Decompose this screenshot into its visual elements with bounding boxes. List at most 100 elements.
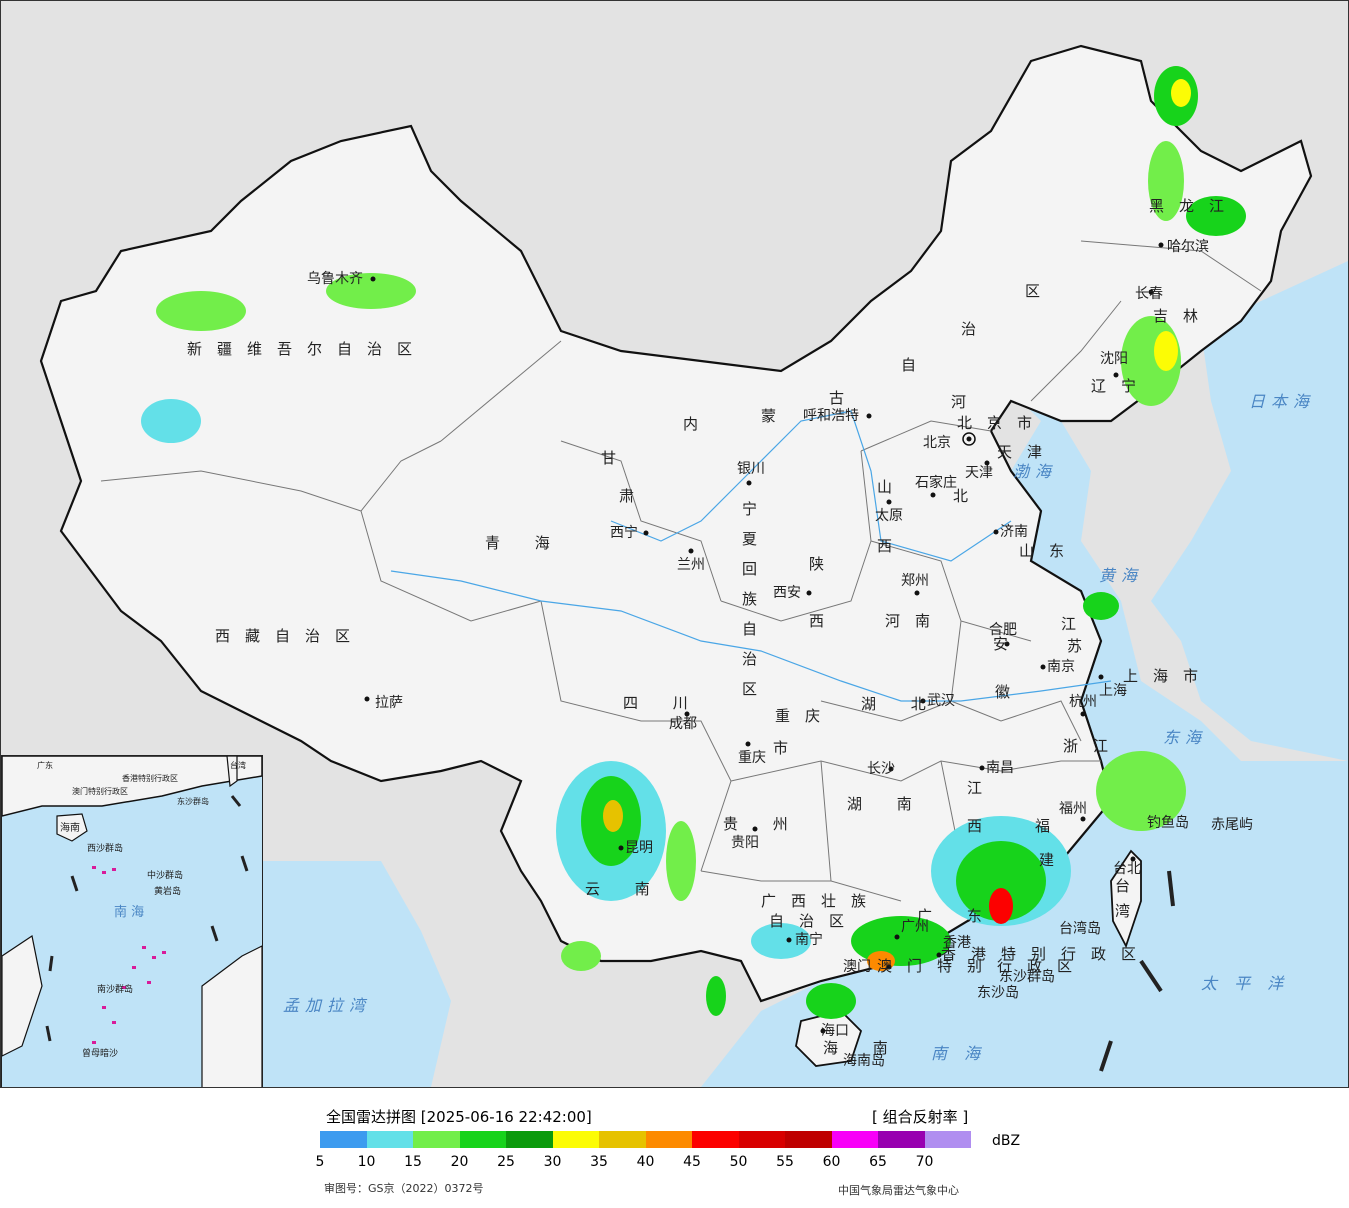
city-label-kunming: 昆明 — [625, 840, 653, 856]
legend-panel: 全国雷达拼图 [2025-06-16 22:42:00] [ 组合反射率 ] d… — [0, 1088, 1349, 1208]
province-label-anhui: 安 — [993, 635, 1023, 653]
city-dot-xian — [806, 590, 812, 596]
inset-hainan-island — [56, 813, 88, 842]
inset-zhongsha-label: 中沙群岛 — [147, 869, 183, 881]
city-label-nanjing: 南京 — [1047, 659, 1075, 675]
city-label-lhasa: 拉萨 — [375, 695, 403, 711]
city-label-hohhot: 呼和浩特 — [803, 408, 859, 424]
legend-swatch-7 — [645, 1131, 692, 1148]
sea-label-mengjiala: 孟加拉湾 — [283, 996, 371, 1015]
city-label-lanzhou: 兰州 — [677, 557, 705, 573]
inset-dongsha-label: 东沙群岛 — [177, 796, 209, 806]
city-dot-fuzhou — [1080, 816, 1086, 822]
province-label-henan: 河南 — [885, 612, 945, 630]
city-dot-xining — [643, 530, 649, 536]
province-label-beijing: 北京市 — [957, 414, 1047, 432]
inset-guangdong-label: 广东 — [37, 760, 53, 770]
city-dot-yinchuan — [746, 480, 752, 486]
sea-label-bohai: 渤海 — [1013, 462, 1057, 481]
inset-taiwan-island — [226, 756, 238, 788]
city-label-guiyang: 贵阳 — [731, 835, 759, 851]
province-label-jiangxi2: 西 — [967, 817, 997, 835]
province-label-sichuan: 四 川 — [623, 694, 703, 712]
city-label-hangzhou: 杭州 — [1069, 694, 1097, 710]
city-dot-haikou — [820, 1028, 826, 1034]
legend-tick-45: 45 — [683, 1154, 701, 1170]
city-label-changsha: 长沙 — [867, 761, 895, 777]
rivers — [390, 410, 1112, 702]
inset-west-land — [2, 935, 43, 1057]
legend-title: 全国雷达拼图 [2025-06-16 22:42:00] — [326, 1108, 592, 1126]
city-label-jinan: 济南 — [1000, 524, 1028, 540]
province-label-jiangsu: 江 — [1061, 615, 1091, 633]
inset-canvas: 南 海 海南 西沙群岛 中沙群岛 南沙群岛 曾母暗沙 黄岩岛 香港特别行政区 澳… — [2, 756, 262, 1087]
sea-label-chiweiyu: 赤尾屿 — [1211, 817, 1253, 833]
city-dot-hangzhou — [1080, 711, 1086, 717]
province-label-xinjiang: 新疆维吾尔自治区 — [187, 340, 427, 358]
province-label-neimenggu2: 蒙 — [761, 407, 791, 425]
cities-layer: 乌鲁木齐拉萨西宁兰州银川呼和浩特哈尔滨长春沈阳北京天津石家庄太原济南郑州西安南京… — [307, 239, 1209, 1039]
city-label-shijiazhuang: 石家庄 — [915, 474, 957, 491]
province-label-hebei2: 北 — [953, 487, 983, 505]
city-label-chengdu: 成都 — [669, 716, 697, 732]
city-dot-shanghai — [1098, 674, 1104, 680]
capital-marker — [962, 432, 976, 446]
china-map-canvas: 乌鲁木齐拉萨西宁兰州银川呼和浩特哈尔滨长春沈阳北京天津石家庄太原济南郑州西安南京… — [39, 44, 1348, 1087]
legend-color-bar — [320, 1131, 971, 1148]
province-label-fujian2: 建 — [1039, 851, 1069, 869]
province-label-shanghai: 上海市 — [1123, 667, 1213, 685]
legend-swatch-5 — [552, 1131, 599, 1148]
province-label-neimenggu4: 自 — [901, 356, 931, 374]
city-dot-kunming — [618, 845, 624, 851]
city-dot-nanchang — [979, 765, 985, 771]
city-dot-taiyuan — [886, 499, 892, 505]
inset-hongkong-label: 香港特别行政区 — [122, 773, 178, 783]
province-label-chongqing2: 市 — [773, 739, 803, 757]
map-approval-number: 审图号：GS京（2022）0372号 — [324, 1182, 484, 1195]
city-label-hongkong: 香港 — [943, 935, 971, 951]
province-label-macau: 澳门特别行政区 — [877, 957, 1087, 975]
inset-nansha-label: 南沙群岛 — [97, 983, 133, 995]
legend-tick-25: 25 — [497, 1154, 515, 1170]
city-dot-nanjing — [1040, 664, 1046, 670]
sea-label-diaoyudao: 钓鱼岛 — [1147, 814, 1189, 831]
city-dot-nanning — [786, 937, 792, 943]
legend-swatch-1 — [366, 1131, 413, 1148]
province-label-hongkong: 香港特别行政区 — [941, 945, 1151, 963]
inset-macau-label: 澳门特别行政区 — [72, 786, 128, 796]
sea-label-taipingyang: 太 平 洋 — [1201, 974, 1289, 993]
province-label-guizhou: 贵 州 — [723, 815, 803, 833]
legend-tick-50: 50 — [729, 1154, 748, 1170]
legend-tick-15: 15 — [404, 1154, 422, 1170]
legend-swatch-3 — [459, 1131, 506, 1148]
legend-unit: dBZ — [992, 1133, 1021, 1149]
city-dot-changsha — [888, 766, 894, 772]
legend-tick-10: 10 — [357, 1154, 376, 1170]
radar-map: 乌鲁木齐 拉萨 西宁 兰州 银川 呼和浩特 哈尔滨 长春 沈阳 北京 天津 石家庄 太原 济南 郑州 西安 南京… — [0, 0, 1349, 1088]
sea-label-donghai: 东海 — [1163, 728, 1207, 747]
city-dot-hongkong — [936, 952, 942, 958]
city-dot-jinan — [993, 529, 999, 535]
city-label-taibei: 台北 — [1113, 861, 1141, 877]
province-label-zhejiang: 浙江 — [1063, 737, 1123, 755]
sea-label-ribenhai: 日本海 — [1249, 392, 1315, 411]
province-label-jilin: 吉林 — [1153, 307, 1213, 325]
legend-tick-20: 20 — [450, 1154, 469, 1170]
legend-swatch-8 — [692, 1131, 739, 1148]
city-label-fuzhou: 福州 — [1059, 801, 1087, 817]
sea-area-bay-of-bengal — [261, 861, 451, 1087]
city-dot-wuhan — [920, 698, 926, 704]
city-label-chongqing: 重庆 — [738, 750, 766, 766]
taiwan-island — [1110, 849, 1142, 949]
city-dot-taibei — [1130, 856, 1136, 862]
city-label-macau: 澳门 — [843, 959, 871, 975]
province-label-qinghai: 青 海 — [485, 534, 565, 552]
city-dot-shijiazhuang — [930, 492, 936, 498]
legend-swatch-2 — [413, 1131, 460, 1148]
sea-label-taiwandao: 台湾岛 — [1059, 920, 1101, 937]
province-label-taiwan2: 湾 — [1115, 902, 1145, 920]
city-label-beijing: 北京 — [923, 435, 951, 451]
city-dot-zhengzhou — [914, 590, 920, 596]
sea-label-dongshadao: 东沙岛 — [977, 985, 1019, 1001]
